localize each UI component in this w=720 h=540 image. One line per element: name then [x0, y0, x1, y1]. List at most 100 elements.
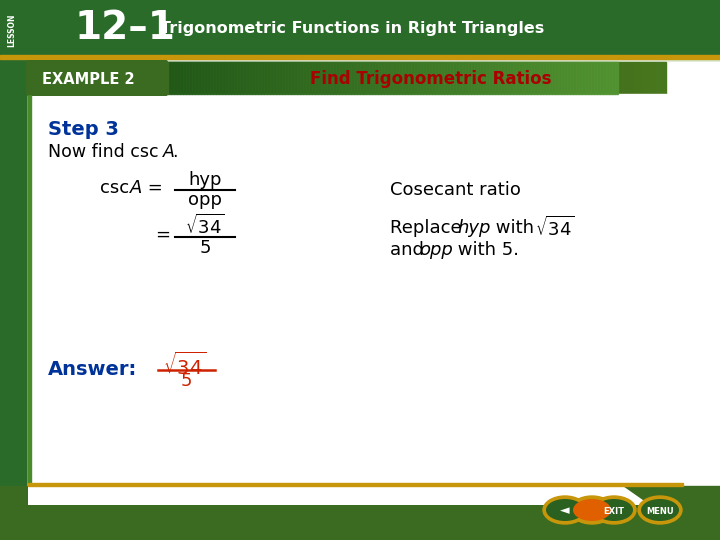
Bar [464, 62, 466, 94]
Bar [330, 62, 333, 94]
Bar [294, 62, 297, 94]
Bar [501, 62, 504, 94]
Bar [201, 62, 204, 94]
Text: $\sqrt{34}$: $\sqrt{34}$ [163, 352, 207, 379]
Bar [406, 62, 409, 94]
Text: 5: 5 [180, 372, 192, 390]
Bar [574, 62, 576, 94]
Bar [183, 62, 186, 94]
Bar [196, 62, 199, 94]
Bar [256, 62, 258, 94]
Bar [348, 62, 351, 94]
Bar [488, 62, 491, 94]
Bar [296, 62, 299, 94]
Bar [313, 62, 316, 94]
Bar [168, 62, 171, 94]
Bar [251, 62, 253, 94]
Text: and: and [390, 241, 430, 259]
Bar [444, 62, 446, 94]
Bar [491, 62, 494, 94]
Bar [598, 62, 601, 94]
Bar [421, 62, 423, 94]
Bar [570, 62, 573, 94]
Bar [411, 62, 414, 94]
Bar [593, 62, 596, 94]
Bar [366, 62, 369, 94]
Bar [591, 62, 594, 94]
Bar [438, 62, 441, 94]
Bar [194, 62, 196, 94]
Bar [189, 62, 192, 94]
Bar [399, 62, 402, 94]
Bar [336, 62, 338, 94]
Bar [246, 62, 249, 94]
Bar [504, 62, 507, 94]
Bar [0, 55, 720, 59]
Bar [390, 62, 393, 94]
Bar [282, 62, 285, 94]
Bar [594, 62, 597, 94]
Bar [223, 62, 226, 94]
Bar [396, 62, 399, 94]
Bar [338, 62, 341, 94]
Bar [615, 62, 618, 94]
Bar [341, 62, 343, 94]
Bar [571, 62, 574, 94]
Bar [534, 62, 537, 94]
Bar [28, 62, 168, 94]
Bar [641, 62, 644, 94]
Bar [309, 62, 312, 94]
Bar [366, 62, 369, 94]
Bar [503, 62, 506, 94]
Bar [176, 62, 179, 94]
Bar [191, 62, 194, 94]
Bar [323, 62, 326, 94]
Bar [606, 62, 608, 94]
Bar [346, 62, 348, 94]
Bar [273, 62, 276, 94]
Bar [631, 62, 634, 94]
Bar [639, 62, 641, 94]
Bar [231, 62, 233, 94]
Bar [304, 62, 306, 94]
Bar [611, 62, 613, 94]
Text: MENU: MENU [647, 507, 677, 516]
Bar [549, 62, 551, 94]
Bar [426, 62, 429, 94]
Bar [431, 62, 433, 94]
Bar [318, 62, 321, 94]
Ellipse shape [638, 496, 682, 524]
Bar [363, 62, 366, 94]
Bar [496, 62, 498, 94]
Bar [428, 62, 431, 94]
Bar [248, 62, 251, 94]
Bar [28, 94, 692, 484]
Bar [661, 62, 664, 94]
Bar [596, 62, 598, 94]
Text: with 5.: with 5. [452, 241, 519, 259]
Bar [374, 62, 376, 94]
Bar [276, 62, 279, 94]
Bar [636, 62, 639, 94]
Bar [333, 62, 336, 94]
Bar [651, 62, 654, 94]
Bar [381, 62, 384, 94]
Bar [284, 62, 286, 94]
Bar [324, 62, 327, 94]
Bar [233, 62, 236, 94]
Bar [429, 62, 432, 94]
Text: Replace: Replace [390, 219, 467, 237]
Bar [450, 62, 453, 94]
Bar [551, 62, 554, 94]
Text: ◄: ◄ [560, 504, 570, 517]
Bar [423, 62, 426, 94]
Bar [474, 62, 477, 94]
Bar [576, 62, 579, 94]
Bar [561, 62, 564, 94]
Bar [186, 62, 189, 94]
Bar [471, 62, 474, 94]
Bar [581, 62, 584, 94]
Bar [246, 62, 248, 94]
Bar [213, 62, 216, 94]
Bar [261, 62, 264, 94]
